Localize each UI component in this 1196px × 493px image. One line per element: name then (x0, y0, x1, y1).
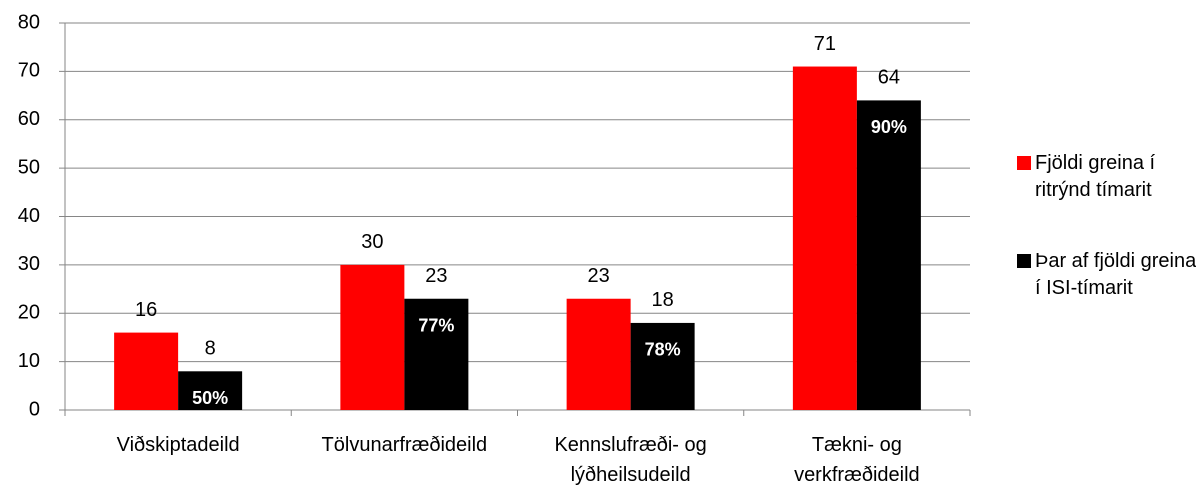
y-tick-label: 20 (18, 302, 40, 324)
bar-annotation: 78% (645, 340, 681, 360)
value-label: 64 (878, 67, 900, 89)
legend-label: Fjöldi greina í ritrýnd tímarit (1035, 152, 1156, 201)
y-tick-label: 40 (18, 205, 40, 227)
value-label: 16 (135, 299, 157, 321)
x-tick-label: Tækni- og verkfræðideild (794, 434, 920, 486)
value-label: 30 (361, 231, 383, 253)
value-label: 71 (814, 33, 836, 55)
value-label: 8 (205, 338, 216, 360)
x-tick-label: Viðskiptadeild (116, 434, 240, 456)
bar-annotation: 90% (871, 117, 907, 137)
bar-annotation: 77% (418, 315, 454, 335)
y-tick-label: 50 (18, 156, 40, 178)
bar (404, 298, 469, 410)
value-label: 23 (425, 265, 447, 287)
bar-annotation: 50% (192, 388, 228, 408)
legend-label: Þar af fjöldi greina í ISI-tímarit (1035, 250, 1196, 299)
bar (792, 66, 857, 410)
legend-swatch (1017, 156, 1031, 170)
value-label: 23 (588, 265, 610, 287)
x-tick-label: Kennslufræði- og lýðheilsudeild (554, 434, 707, 486)
bar (856, 100, 921, 411)
y-tick-label: 60 (18, 108, 40, 130)
value-label: 18 (652, 289, 674, 311)
bar (114, 332, 179, 410)
bar (178, 371, 243, 410)
y-tick-label: 10 (18, 350, 40, 372)
y-tick-label: 80 (18, 11, 40, 33)
legend-swatch (1017, 254, 1031, 268)
y-tick-label: 70 (18, 60, 40, 82)
y-tick-label: 0 (29, 398, 40, 420)
y-tick-label: 30 (18, 253, 40, 275)
bar (340, 264, 405, 410)
bar (566, 298, 631, 410)
x-tick-label: Tölvunarfræðideild (321, 434, 488, 456)
bar (630, 322, 695, 410)
